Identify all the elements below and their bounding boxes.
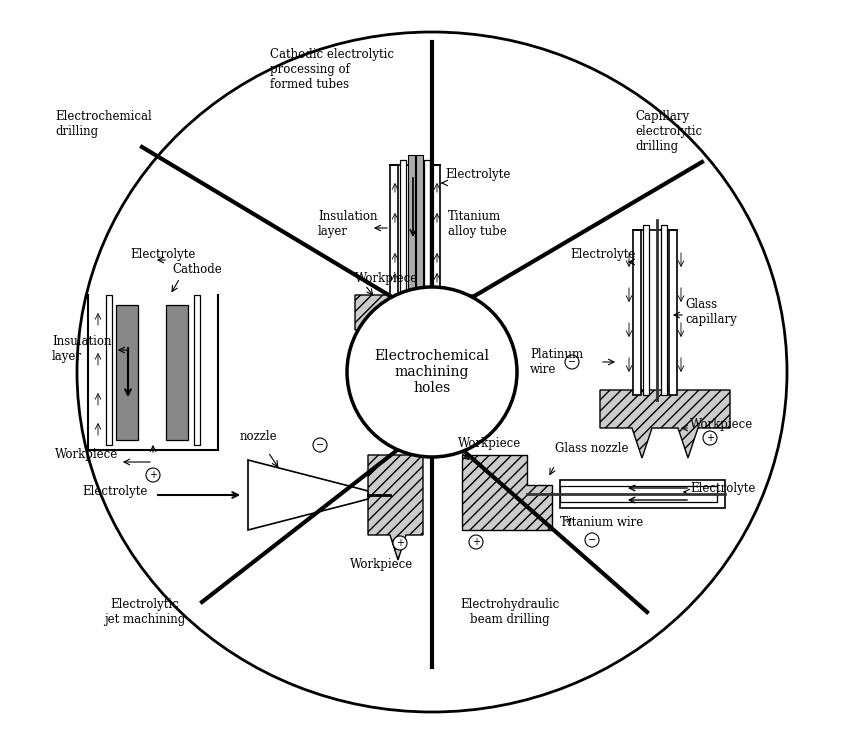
Bar xyxy=(408,155,415,305)
Text: +: + xyxy=(149,470,157,480)
Text: Workpiece: Workpiece xyxy=(55,448,118,461)
Polygon shape xyxy=(600,390,730,458)
Circle shape xyxy=(703,431,717,445)
Text: Insulation
layer: Insulation layer xyxy=(52,335,111,363)
Bar xyxy=(166,305,188,440)
Text: −: − xyxy=(316,440,324,450)
Circle shape xyxy=(433,301,447,315)
Text: −: − xyxy=(568,357,576,367)
Text: Titanium
alloy tube: Titanium alloy tube xyxy=(448,210,507,238)
Text: Cathodic electrolytic
processing of
formed tubes: Cathodic electrolytic processing of form… xyxy=(270,48,394,91)
Text: Workpiece: Workpiece xyxy=(350,558,413,571)
Text: Electrolytic
jet machining: Electrolytic jet machining xyxy=(105,598,186,626)
Bar xyxy=(643,225,649,395)
Bar xyxy=(116,305,138,440)
Text: −: − xyxy=(436,303,444,313)
Circle shape xyxy=(469,535,483,549)
Bar xyxy=(560,480,725,508)
Bar xyxy=(194,295,200,445)
Bar xyxy=(400,160,406,300)
Polygon shape xyxy=(355,295,475,358)
Circle shape xyxy=(146,468,160,482)
Text: Insulation
layer: Insulation layer xyxy=(318,210,378,238)
Polygon shape xyxy=(462,455,552,530)
Bar xyxy=(560,486,717,502)
Text: Glass
capillary: Glass capillary xyxy=(685,298,737,326)
Text: Workpiece: Workpiece xyxy=(690,418,753,431)
Bar xyxy=(416,155,423,305)
Text: Electrochemical
drilling: Electrochemical drilling xyxy=(55,110,152,138)
Text: nozzle: nozzle xyxy=(240,430,277,443)
Text: Capillary
electrolytic
drilling: Capillary electrolytic drilling xyxy=(635,110,702,153)
Circle shape xyxy=(585,533,599,547)
Text: Cathode: Cathode xyxy=(172,263,222,276)
Bar xyxy=(106,295,112,445)
Polygon shape xyxy=(248,460,368,530)
Text: +: + xyxy=(472,537,480,547)
Bar xyxy=(390,165,398,297)
Bar xyxy=(633,230,641,395)
Polygon shape xyxy=(368,455,423,560)
Circle shape xyxy=(347,287,517,457)
Circle shape xyxy=(393,536,407,550)
Bar xyxy=(669,230,677,395)
Bar xyxy=(432,165,440,297)
Bar xyxy=(661,225,667,395)
Text: Workpiece: Workpiece xyxy=(458,437,521,450)
Text: Electrolyte: Electrolyte xyxy=(82,485,148,498)
Circle shape xyxy=(313,438,327,452)
Text: +: + xyxy=(706,433,714,443)
Bar xyxy=(424,160,430,300)
Text: Workpiece: Workpiece xyxy=(355,272,418,285)
Text: Titanium wire: Titanium wire xyxy=(560,516,644,529)
Text: Electrolyte: Electrolyte xyxy=(445,168,511,181)
Text: Platinum
wire: Platinum wire xyxy=(530,348,583,376)
Text: Electrochemical
machining
holes: Electrochemical machining holes xyxy=(374,349,490,395)
Text: Electrohydraulic
beam drilling: Electrohydraulic beam drilling xyxy=(461,598,560,626)
Text: Electrolyte: Electrolyte xyxy=(570,248,635,261)
Text: +: + xyxy=(396,538,404,548)
Text: Electrolyte: Electrolyte xyxy=(130,248,195,261)
Text: −: − xyxy=(588,535,596,545)
Text: Glass nozzle: Glass nozzle xyxy=(555,442,628,455)
Text: Electrolyte: Electrolyte xyxy=(690,482,755,495)
Circle shape xyxy=(565,355,579,369)
